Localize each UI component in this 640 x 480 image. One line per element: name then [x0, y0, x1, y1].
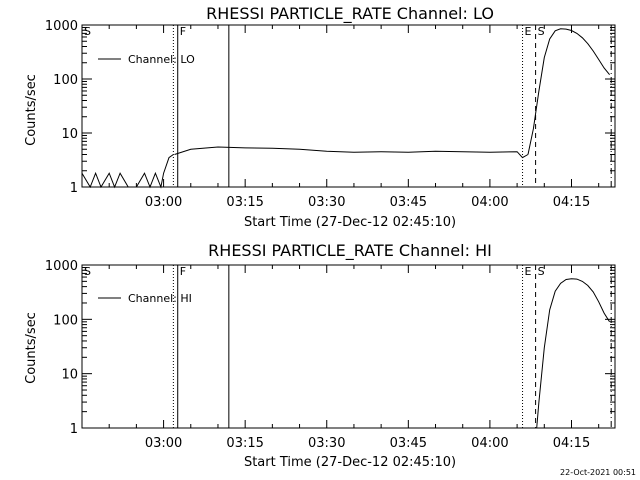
- panel-lo-marker-label: F: [180, 25, 186, 38]
- panel-hi-x-tick-label: 03:45: [390, 436, 427, 451]
- panel-lo-y-tick-label: 10: [61, 127, 78, 142]
- panel-lo-x-tick-label: 03:00: [145, 195, 182, 210]
- panel-lo-marker-label: S: [84, 25, 91, 38]
- panel-hi-x-tick-label: 03:15: [226, 436, 263, 451]
- panel-hi-ylabel: Counts/sec: [24, 312, 39, 384]
- panel-hi-y-tick-label: 100: [53, 313, 78, 328]
- panel-lo-series-line: [81, 154, 174, 189]
- panel-hi-x-tick-label: 04:00: [471, 436, 508, 451]
- panel-hi-title: RHESSI PARTICLE_RATE Channel: HI: [208, 241, 492, 261]
- panel-lo-ylabel: Counts/sec: [24, 74, 39, 146]
- panel-lo-x-tick-label: 04:15: [553, 195, 590, 210]
- panel-hi-series-line: [536, 278, 611, 429]
- panel-hi-xlabel: Start Time (27-Dec-12 02:45:10): [244, 455, 456, 470]
- footer-timestamp: 22-Oct-2021 00:51: [560, 468, 636, 477]
- panel-lo-xlabel: Start Time (27-Dec-12 02:45:10): [244, 215, 456, 230]
- panel-lo-title: RHESSI PARTICLE_RATE Channel: LO: [206, 4, 494, 24]
- panel-lo-legend-label: Channel: LO: [128, 53, 195, 66]
- panel-lo-x-tick-label: 03:45: [390, 195, 427, 210]
- panel-hi-x-tick-label: 03:00: [145, 436, 182, 451]
- panel-hi-marker-label: S: [538, 265, 545, 278]
- panel-lo-marker-label: E: [525, 25, 532, 38]
- panel-lo-x-tick-label: 03:30: [308, 195, 345, 210]
- panel-lo-series-line: [527, 28, 610, 155]
- panel-lo-series-line: [174, 146, 529, 159]
- panel-hi-legend-label: Channel: HI: [128, 292, 192, 305]
- panel-hi-y-tick-label: 10: [61, 368, 78, 383]
- panel-hi-x-tick-label: 03:30: [308, 436, 345, 451]
- panel-hi-y-tick-label: 1: [70, 422, 78, 437]
- panel-hi-marker-label: S: [84, 265, 91, 278]
- panel-lo-marker-label: S: [538, 25, 545, 38]
- panel-lo-y-tick-label: 100: [53, 73, 78, 88]
- panel-hi-x-tick-label: 04:15: [553, 436, 590, 451]
- panel-lo-y-tick-label: 1: [70, 181, 78, 196]
- panel-hi-y-tick-label: 1000: [45, 259, 78, 274]
- panel-lo-x-tick-label: 04:00: [471, 195, 508, 210]
- panel-hi-marker-label: E: [525, 265, 532, 278]
- panel-lo-y-tick-label: 1000: [45, 19, 78, 34]
- panel-lo-x-tick-label: 03:15: [226, 195, 263, 210]
- panel-hi-marker-label: F: [180, 265, 186, 278]
